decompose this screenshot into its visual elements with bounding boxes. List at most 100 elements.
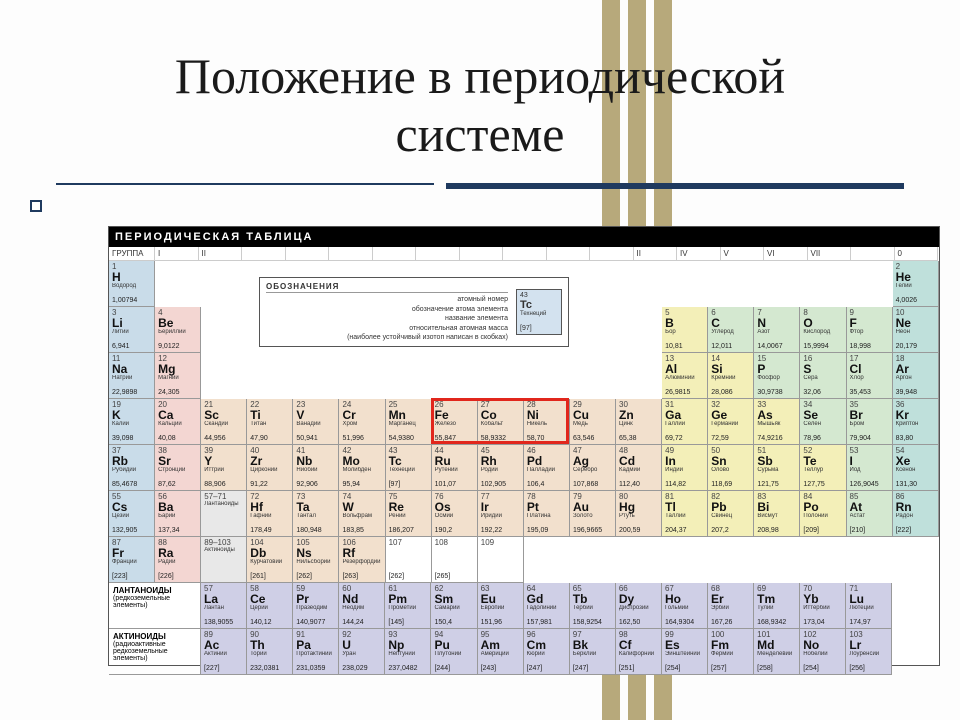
element-cell: 91PaПротактиний231,0359 (293, 629, 339, 675)
element-cell: 16SСера32,06 (800, 353, 846, 399)
group-header-row: ГРУППАIIIIIIVVVIVII0 (109, 247, 939, 261)
element-cell: 12MgМагний24,305 (155, 353, 201, 399)
group-header (416, 247, 460, 261)
element-cell: 51SbСурьма121,75 (754, 445, 800, 491)
element-cell: 69TmТулий168,9342 (754, 583, 800, 629)
element-cell: 105NsНильсборий[262] (293, 537, 339, 583)
element-cell: 22TiТитан47,90 (247, 399, 293, 445)
group-header (460, 247, 504, 261)
element-cell: 23VВанадий50,941 (293, 399, 339, 445)
element-cell: 53IИод126,9045 (847, 445, 893, 491)
group-header: I (155, 247, 199, 261)
element-cell: 52TeТеллур127,75 (800, 445, 846, 491)
element-cell: 94PuПлутоний[244] (431, 629, 477, 675)
element-cell: 70YbИттербий173,04 (800, 583, 846, 629)
group-header (590, 247, 634, 261)
element-cell: 86RnРадон[222] (893, 491, 939, 537)
element-cell: 61PmПрометий[145] (385, 583, 431, 629)
element-cell: 36KrКриптон83,80 (893, 399, 939, 445)
element-cell: 88RaРадий[226] (155, 537, 201, 583)
element-cell: 74WВольфрам183,85 (339, 491, 385, 537)
element-cell: 79AuЗолото196,9665 (570, 491, 616, 537)
element-cell: 46PdПалладий106,4 (524, 445, 570, 491)
element-cell: 62SmСамарий150,4 (431, 583, 477, 629)
element-cell: 73TaТантал180,948 (293, 491, 339, 537)
element-cell: 6CУглерод12,011 (708, 307, 754, 353)
legend-line: относительная атомная масса (266, 324, 508, 333)
element-cell: 82PbСвинец207,2 (708, 491, 754, 537)
element-cell: 81TlТаллий204,37 (662, 491, 708, 537)
element-cell: 32GeГерманий72,59 (708, 399, 754, 445)
element-cell: 58CeЦерий140,12 (247, 583, 293, 629)
element-cell: 77IrИридий192,22 (478, 491, 524, 537)
element-cell: 71LuЛютеций174,97 (846, 583, 892, 629)
element-cell: 18ArАргон39,948 (893, 353, 939, 399)
group-header: V (721, 247, 765, 261)
group-header: IV (677, 247, 721, 261)
element-cell: 47AgСеребро107,868 (570, 445, 616, 491)
group-header (373, 247, 417, 261)
element-cell: 35BrБром79,904 (847, 399, 893, 445)
element-cell: 75ReРений186,207 (386, 491, 432, 537)
group-header (851, 247, 895, 261)
legend-title: ОБОЗНАЧЕНИЯ (266, 282, 508, 294)
element-cell: 107[262] (386, 537, 432, 583)
element-cell: 108[265] (432, 537, 478, 583)
title-rule (56, 183, 904, 201)
period-row: 87FrФранций[223]88RaРадий[226]89–103Акти… (109, 537, 939, 583)
element-cell: 64GdГадолиний157,981 (524, 583, 570, 629)
element-cell: 29CuМедь63,546 (570, 399, 616, 445)
element-cell: 84PoПолоний[209] (800, 491, 846, 537)
element-cell: 45RhРодий102,905 (478, 445, 524, 491)
element-cell: 98CfКалифорний[251] (616, 629, 662, 675)
group-header (547, 247, 591, 261)
title-line-1: Положение в периодической (175, 48, 785, 104)
element-cell: 3LiЛитий6,941 (109, 307, 155, 353)
element-cell: 96CmКюрий[247] (524, 629, 570, 675)
element-cell: 33AsМышьяк74,9216 (754, 399, 800, 445)
f-block-label: АКТИНОИДЫ(радиоактивные редкоземельные э… (109, 629, 201, 675)
element-cell: 67HoГольмий164,9304 (662, 583, 708, 629)
element-cell: 99EsЭйнштейний[254] (662, 629, 708, 675)
element-cell: 19KКалий39,098 (109, 399, 155, 445)
element-cell: 85AtАстат[210] (847, 491, 893, 537)
period-row: 55CsЦезий132,90556BaБарий137,3457–71Лант… (109, 491, 939, 537)
element-cell: 8OКислород15,9994 (800, 307, 846, 353)
element-cell: 93NpНептуний237,0482 (385, 629, 431, 675)
element-cell: 41NbНиобий92,906 (293, 445, 339, 491)
element-cell: 92UУран238,029 (339, 629, 385, 675)
element-cell: 57LaЛантан138,9055 (201, 583, 247, 629)
element-cell: 102NoНобелий[254] (800, 629, 846, 675)
period-row: 37RbРубидий85,467838SrСтронций87,6239YИт… (109, 445, 939, 491)
element-cell: 14SiКремний28,086 (708, 353, 754, 399)
table-title: ПЕРИОДИЧЕСКАЯ ТАБЛИЦА (109, 231, 319, 243)
element-cell: 10NeНеон20,179 (893, 307, 939, 353)
element-cell: 54XeКсенон131,30 (893, 445, 939, 491)
element-cell: 57–71Лантаноиды (201, 491, 247, 537)
element-cell: 43TcТехнеций[97] (386, 445, 432, 491)
group-header (286, 247, 330, 261)
element-cell: 24CrХром51,996 (339, 399, 385, 445)
f-block-row: АКТИНОИДЫ(радиоактивные редкоземельные э… (109, 629, 939, 675)
element-cell: 76OsОсмий190,2 (432, 491, 478, 537)
element-cell: 4BeБериллий9,0122 (155, 307, 201, 353)
legend-lines: атомный номеробозначение атома элементан… (266, 295, 508, 342)
element-cell: 60NdНеодим144,24 (339, 583, 385, 629)
legend-line: атомный номер (266, 295, 508, 304)
element-cell: 31GaГаллий69,72 (662, 399, 708, 445)
group-header: II (199, 247, 243, 261)
period-row: 11NaНатрий22,989812MgМагний24,30513AlАлю… (109, 353, 939, 399)
element-cell: 59PrПразеодим140,9077 (293, 583, 339, 629)
element-cell: 5BБор10,81 (662, 307, 708, 353)
element-cell: 11NaНатрий22,9898 (109, 353, 155, 399)
element-cell: 30ZnЦинк65,38 (616, 399, 662, 445)
element-cell: 66DyДиспрозий162,50 (616, 583, 662, 629)
element-cell: 56BaБарий137,34 (155, 491, 201, 537)
element-cell: 97BkБерклий[247] (570, 629, 616, 675)
element-cell: 89–103Актиноиды (201, 537, 247, 583)
element-cell: 48CdКадмий112,40 (616, 445, 662, 491)
element-cell: 72HfГафний178,49 (247, 491, 293, 537)
highlight-box (431, 398, 569, 444)
element-cell: 89AcАктиний[227] (201, 629, 247, 675)
element-cell: 37RbРубидий85,4678 (109, 445, 155, 491)
